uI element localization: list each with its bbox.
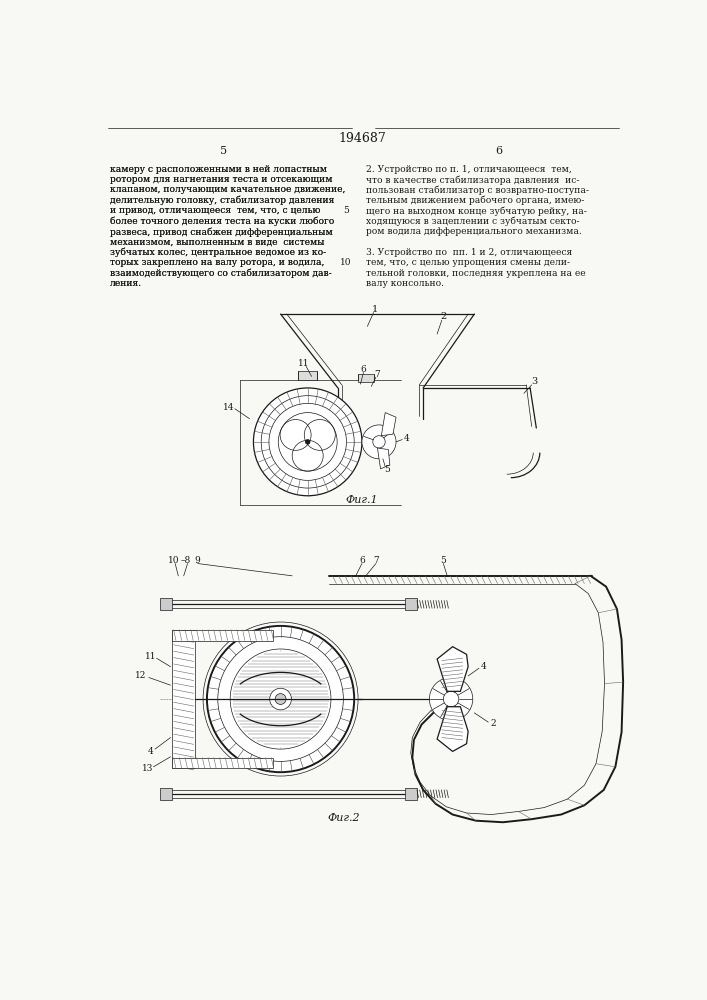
- Text: торых закреплено на валу ротора, и водила,: торых закреплено на валу ротора, и водил…: [110, 258, 325, 267]
- Text: 10: 10: [340, 258, 351, 267]
- Text: тельным движением рабочего органа, имею-: тельным движением рабочего органа, имею-: [366, 196, 584, 205]
- Bar: [172, 758, 273, 768]
- Text: 4: 4: [404, 434, 410, 443]
- Text: 194687: 194687: [338, 132, 386, 145]
- Circle shape: [443, 691, 459, 707]
- Circle shape: [373, 436, 385, 448]
- Text: и привод, отличающееся  тем, что, с целью: и привод, отличающееся тем, что, с целью: [110, 206, 320, 215]
- Circle shape: [206, 624, 356, 774]
- Text: 3. Устройство по  пп. 1 и 2, отличающееся: 3. Устройство по пп. 1 и 2, отличающееся: [366, 248, 572, 257]
- Text: что в качестве стабилизатора давления  ис-: что в качестве стабилизатора давления ис…: [366, 175, 579, 185]
- Bar: [404, 788, 417, 800]
- Text: 11: 11: [298, 359, 310, 368]
- Text: ротором для нагнетания теста и отсекающим: ротором для нагнетания теста и отсекающи…: [110, 175, 332, 184]
- Text: развеса, привод снабжен дифференциальным: развеса, привод снабжен дифференциальным: [110, 227, 333, 237]
- Circle shape: [253, 388, 362, 496]
- Text: более точного деления теста на куски любого: более точного деления теста на куски люб…: [110, 217, 334, 226]
- Text: 2: 2: [440, 312, 446, 321]
- Text: 6: 6: [359, 556, 365, 565]
- Text: ром водила дифференциального механизма.: ром водила дифференциального механизма.: [366, 227, 582, 236]
- Text: делительную головку, стабилизатор давления: делительную головку, стабилизатор давлен…: [110, 196, 334, 205]
- Text: торых закреплено на валу ротора, и водила,: торых закреплено на валу ротора, и водил…: [110, 258, 325, 267]
- Text: 9: 9: [194, 556, 201, 565]
- Bar: [160, 788, 172, 800]
- Text: клапаном, получающим качательное движение,: клапаном, получающим качательное движени…: [110, 185, 346, 194]
- Polygon shape: [381, 413, 396, 436]
- Text: 4: 4: [481, 662, 486, 671]
- Text: взаимодействующего со стабилизатором дав-: взаимодействующего со стабилизатором дав…: [110, 269, 332, 278]
- Text: щего на выходном конце зубчатую рейку, на-: щего на выходном конце зубчатую рейку, н…: [366, 206, 587, 216]
- Text: 6: 6: [496, 146, 503, 156]
- Text: 5: 5: [221, 146, 228, 156]
- Bar: [172, 630, 273, 641]
- Text: 10: 10: [168, 556, 180, 565]
- Bar: [298, 371, 317, 380]
- Text: тем, что, с целью упрощения смены дели-: тем, что, с целью упрощения смены дели-: [366, 258, 570, 267]
- Text: ротором для нагнетания теста и отсекающим: ротором для нагнетания теста и отсекающи…: [110, 175, 332, 184]
- Circle shape: [270, 688, 291, 710]
- Text: зубчатых колес, центральное ведомое из ко-: зубчатых колес, центральное ведомое из к…: [110, 248, 327, 257]
- Text: валу консольно.: валу консольно.: [366, 279, 444, 288]
- Text: Фиг.2: Фиг.2: [328, 813, 361, 823]
- Text: –8: –8: [181, 556, 191, 565]
- Text: механизмом, выполненным в виде  системы: механизмом, выполненным в виде системы: [110, 237, 325, 246]
- Text: механизмом, выполненным в виде  системы: механизмом, выполненным в виде системы: [110, 237, 325, 246]
- Text: тельной головки, последняя укреплена на ее: тельной головки, последняя укреплена на …: [366, 269, 585, 278]
- Text: 5: 5: [343, 206, 349, 215]
- Circle shape: [362, 425, 396, 459]
- Text: 12: 12: [135, 671, 147, 680]
- Circle shape: [429, 677, 473, 721]
- Text: 5: 5: [440, 556, 446, 565]
- Text: 2: 2: [491, 719, 496, 728]
- Text: ходящуюся в зацеплении с зубчатым секто-: ходящуюся в зацеплении с зубчатым секто-: [366, 217, 580, 226]
- Circle shape: [207, 626, 354, 772]
- Text: клапаном, получающим качательное движение,: клапаном, получающим качательное движени…: [110, 185, 346, 194]
- Circle shape: [305, 440, 310, 444]
- Text: взаимодействующего со стабилизатором дав-: взаимодействующего со стабилизатором дав…: [110, 269, 332, 278]
- Text: 14: 14: [223, 403, 235, 412]
- Text: 13: 13: [141, 764, 153, 773]
- Text: 4: 4: [148, 747, 153, 756]
- Text: 3: 3: [531, 377, 537, 386]
- Text: камеру с расположенными в ней лопастным: камеру с расположенными в ней лопастным: [110, 165, 327, 174]
- Text: развеса, привод снабжен дифференциальным: развеса, привод снабжен дифференциальным: [110, 227, 333, 237]
- Bar: [404, 598, 417, 610]
- Text: ления.: ления.: [110, 279, 142, 288]
- Text: более точного деления теста на куски любого: более точного деления теста на куски люб…: [110, 217, 334, 226]
- Text: камеру с расположенными в ней лопастным: камеру с расположенными в ней лопастным: [110, 165, 327, 174]
- Polygon shape: [378, 448, 390, 469]
- Text: 5: 5: [384, 465, 390, 474]
- Text: ления.: ления.: [110, 279, 142, 288]
- Text: и привод, отличающееся  тем, что, с целью: и привод, отличающееся тем, что, с целью: [110, 206, 320, 215]
- Bar: [358, 374, 373, 382]
- Bar: [160, 598, 172, 610]
- Text: 7: 7: [373, 556, 379, 565]
- Text: пользован стабилизатор с возвратно-поступа-: пользован стабилизатор с возвратно-посту…: [366, 185, 589, 195]
- Text: делительную головку, стабилизатор давления: делительную головку, стабилизатор давлен…: [110, 196, 334, 205]
- Polygon shape: [437, 707, 468, 751]
- Text: 6: 6: [361, 365, 366, 374]
- Text: 1: 1: [372, 305, 378, 314]
- Text: 2. Устройство по п. 1, отличающееся  тем,: 2. Устройство по п. 1, отличающееся тем,: [366, 165, 571, 174]
- Polygon shape: [437, 647, 468, 691]
- Text: Фиг.1: Фиг.1: [346, 495, 378, 505]
- Circle shape: [275, 694, 286, 704]
- Text: 7: 7: [375, 370, 380, 379]
- Bar: [172, 630, 195, 768]
- Text: зубчатых колес, центральное ведомое из ко-: зубчатых колес, центральное ведомое из к…: [110, 248, 327, 257]
- Text: 11: 11: [145, 652, 156, 661]
